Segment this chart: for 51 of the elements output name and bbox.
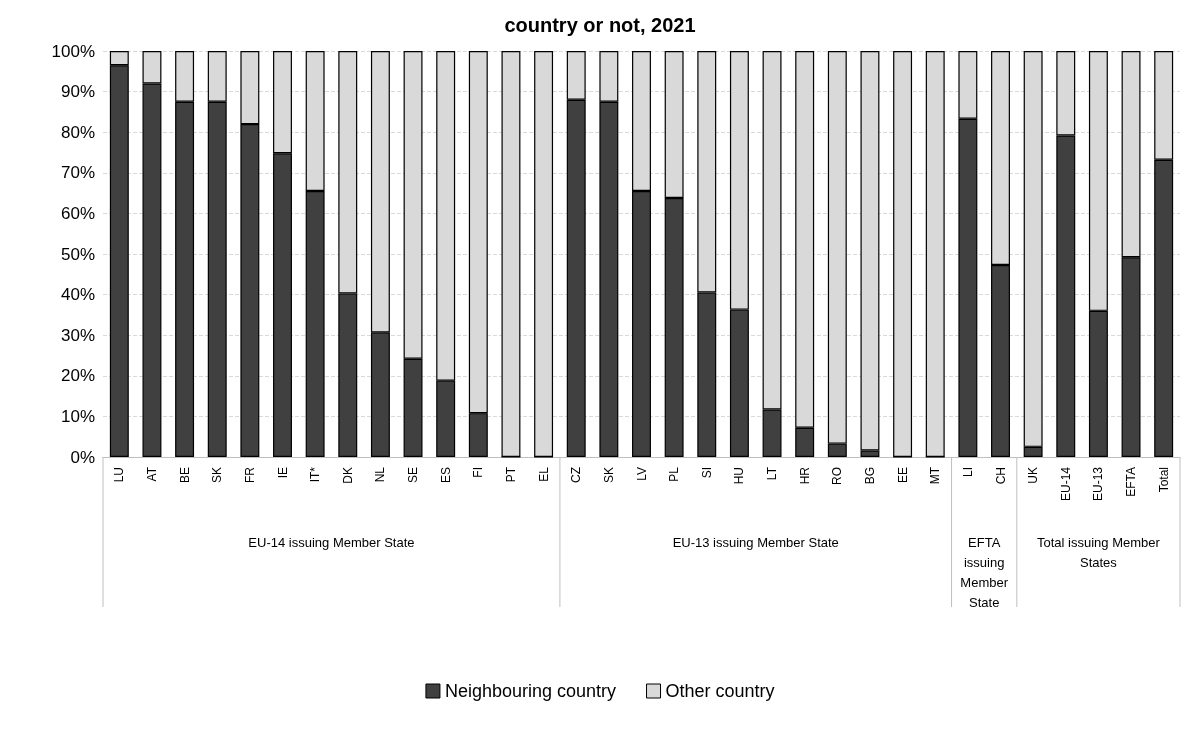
y-tick-label: 0% [70,447,95,467]
x-tick-label: EE [895,467,910,484]
y-tick-label: 50% [60,244,95,264]
y-tick-label: 30% [60,325,95,345]
x-tick-label: EFTA [1124,467,1139,497]
x-tick-label: BE [177,467,192,484]
x-tick-label: IE [275,467,290,479]
x-tick-label: LU [112,467,127,483]
x-tick-label: LV [634,467,649,481]
y-tick-label: 90% [60,82,95,102]
x-tick-label: PL [667,466,682,482]
text: EFTA issuing Member State [960,534,1009,610]
x-tick-label: HU [732,467,747,485]
x-tick-label: NL [373,466,388,483]
x-tick-label: SI [699,467,714,479]
y-tick-label: 70% [60,163,95,183]
legend-label: Neighbouring country [444,681,617,701]
y-tick-label: 80% [60,122,95,142]
x-tick-label: FI [471,467,486,478]
x-tick-label: LT [765,466,780,481]
x-tick-label: PT [503,466,518,483]
x-tick-label: EU-13 [1091,466,1106,502]
x-tick-label: RO [830,467,845,485]
x-tick-label: AT [144,466,159,482]
legend-label: Other country [665,681,775,701]
y-tick-label: 100% [51,41,95,61]
x-tick-label: UK [1026,467,1041,484]
x-tick-label: DK [340,467,355,484]
y-tick-label: 20% [60,366,95,386]
x-tick-label: EU-14 [1058,466,1073,502]
text: Total issuing Member States [1036,534,1161,570]
x-tick-label: BG [862,467,877,485]
x-tick-label: MT [928,466,943,485]
y-tick-label: 10% [60,406,95,426]
x-tick-label: SK [601,467,616,484]
y-tick-label: 40% [60,285,95,305]
x-tick-label: HR [797,466,812,485]
x-tick-label: SK [210,467,225,484]
x-tick-label: EL [536,466,551,482]
y-tick-label: 60% [60,203,95,223]
x-tick-label: Total [1156,467,1171,493]
x-tick-label: IT* [308,466,323,483]
x-tick-label: CZ [569,467,584,483]
x-tick-label: CH [993,467,1008,485]
chart-title: country or not, 2021 [504,14,696,36]
x-tick-label: FR [242,466,257,483]
text: EU-14 issuing Member State [248,534,415,550]
x-tick-label: LI [960,467,975,478]
x-tick-label: SE [406,467,421,484]
text: EU-13 issuing Member State [672,534,839,550]
x-tick-label: ES [438,467,453,484]
